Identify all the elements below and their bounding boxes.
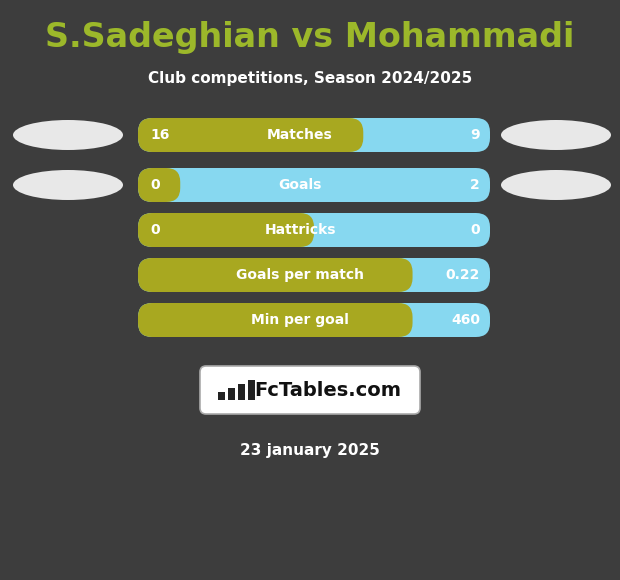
Text: FcTables.com: FcTables.com xyxy=(254,380,402,400)
FancyBboxPatch shape xyxy=(138,213,490,247)
FancyBboxPatch shape xyxy=(138,213,314,247)
Bar xyxy=(238,384,245,400)
Text: 23 january 2025: 23 january 2025 xyxy=(240,443,380,458)
Text: Matches: Matches xyxy=(267,128,333,142)
FancyBboxPatch shape xyxy=(138,303,490,337)
Bar xyxy=(248,380,255,400)
Text: Club competitions, Season 2024/2025: Club competitions, Season 2024/2025 xyxy=(148,71,472,85)
Text: Goals: Goals xyxy=(278,178,322,192)
Text: Min per goal: Min per goal xyxy=(251,313,349,327)
Ellipse shape xyxy=(13,120,123,150)
Text: 460: 460 xyxy=(451,313,480,327)
Text: 2: 2 xyxy=(470,178,480,192)
FancyBboxPatch shape xyxy=(138,118,490,152)
Text: 9: 9 xyxy=(471,128,480,142)
FancyBboxPatch shape xyxy=(138,303,412,337)
FancyBboxPatch shape xyxy=(138,118,363,152)
Text: Goals per match: Goals per match xyxy=(236,268,364,282)
Ellipse shape xyxy=(501,120,611,150)
FancyBboxPatch shape xyxy=(138,168,490,202)
FancyBboxPatch shape xyxy=(138,258,412,292)
Text: Hattricks: Hattricks xyxy=(264,223,336,237)
Text: 0.22: 0.22 xyxy=(446,268,480,282)
Text: S.Sadeghian vs Mohammadi: S.Sadeghian vs Mohammadi xyxy=(45,21,575,55)
Bar xyxy=(218,392,225,400)
Bar xyxy=(228,388,235,400)
Text: 0: 0 xyxy=(150,223,159,237)
FancyBboxPatch shape xyxy=(138,258,490,292)
Text: 0: 0 xyxy=(471,223,480,237)
FancyBboxPatch shape xyxy=(138,168,180,202)
Ellipse shape xyxy=(13,170,123,200)
FancyBboxPatch shape xyxy=(200,366,420,414)
Text: 0: 0 xyxy=(150,178,159,192)
Text: 16: 16 xyxy=(150,128,169,142)
Ellipse shape xyxy=(501,170,611,200)
